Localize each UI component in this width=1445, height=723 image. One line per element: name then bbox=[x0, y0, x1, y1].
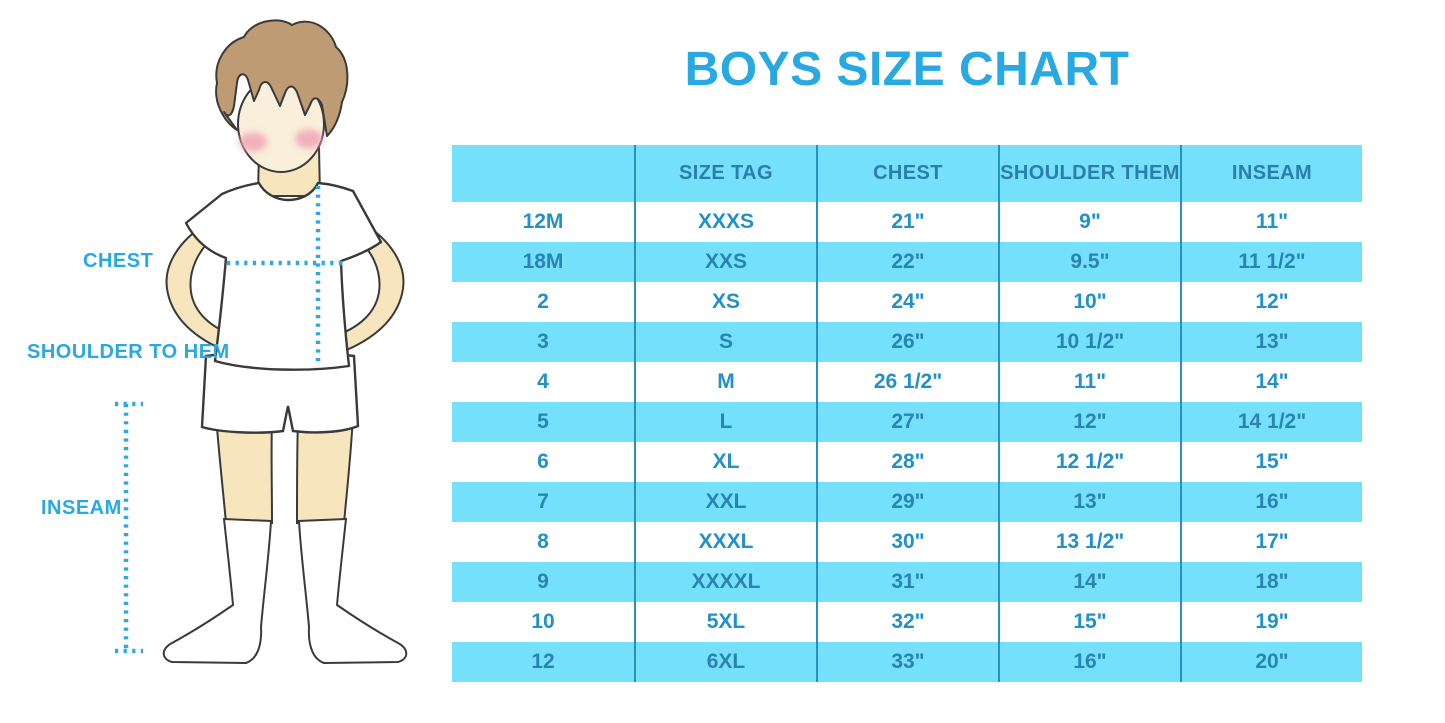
table-cell: 13" bbox=[998, 482, 1180, 522]
table-cell: 10" bbox=[998, 282, 1180, 322]
table-cell: 32" bbox=[816, 602, 998, 642]
table-cell: 12M bbox=[522, 210, 564, 233]
table-row: 3 S 26" 10 1/2" 13" bbox=[452, 322, 1362, 362]
table-cell: XXL bbox=[634, 482, 816, 522]
table-row: 7 XXL 29" 13" 16" bbox=[452, 482, 1362, 522]
boy-figure-svg bbox=[115, 19, 408, 665]
table-cell: XXS bbox=[634, 242, 816, 282]
table-cell: 30" bbox=[816, 522, 998, 562]
table-cell: 12 1/2" bbox=[998, 442, 1180, 482]
table-cell: 14" bbox=[998, 562, 1180, 602]
table-cell: 11" bbox=[1180, 202, 1362, 242]
table-cell: 19" bbox=[1180, 602, 1362, 642]
table-cell: 17" bbox=[1180, 522, 1362, 562]
table-header-row: SIZE TAG CHEST SHOULDER THEM INSEAM bbox=[452, 145, 1362, 202]
table-cell: 7 bbox=[452, 482, 634, 522]
table-cell: 13" bbox=[1180, 322, 1362, 362]
table-cell: 22" bbox=[816, 242, 998, 282]
table-cell: 9.5" bbox=[998, 242, 1180, 282]
chest-label: CHEST bbox=[83, 250, 154, 272]
table-cell: 18" bbox=[1180, 562, 1362, 602]
left-leg bbox=[214, 413, 274, 524]
table-cell: 28" bbox=[816, 442, 998, 482]
t-shirt bbox=[184, 181, 383, 371]
table-cell: 3 bbox=[452, 322, 634, 362]
table-cell: 15" bbox=[998, 602, 1180, 642]
table-cell: 20" bbox=[1180, 642, 1362, 682]
size-table: SIZE TAG CHEST SHOULDER THEM INSEAM 12M XXXS… bbox=[452, 145, 1362, 682]
left-sock bbox=[162, 517, 273, 665]
table-cell: 21" bbox=[816, 202, 998, 242]
table-cell: 10 bbox=[531, 610, 555, 633]
table-cell: 14 1/2" bbox=[1180, 402, 1362, 442]
hair bbox=[215, 19, 349, 137]
table-cell: 12 bbox=[452, 642, 634, 682]
table-cell: 16" bbox=[1180, 482, 1362, 522]
table-row: 8 XXXL 30" 13 1/2" 17" bbox=[452, 522, 1362, 562]
table-cell: XXXL bbox=[634, 522, 816, 562]
left-blush bbox=[239, 132, 267, 152]
table-cell: 5 bbox=[452, 402, 634, 442]
column-header: CHEST bbox=[816, 145, 998, 202]
table-row: 12 6XL 33" 16" 20" bbox=[452, 642, 1362, 682]
inseam-label: INSEAM bbox=[41, 497, 122, 519]
table-row: 10 5XL 32" 15" 19" bbox=[452, 602, 1362, 642]
table-row: 9 XXXXL 31" 14" 18" bbox=[452, 562, 1362, 602]
table-cell: 24" bbox=[816, 282, 998, 322]
right-blush bbox=[295, 129, 323, 149]
table-cell: 18M bbox=[452, 242, 634, 282]
table-cell: 6XL bbox=[634, 642, 816, 682]
table-cell: 5XL bbox=[634, 602, 816, 642]
column-header: INSEAM bbox=[1180, 145, 1362, 202]
table-row: 4 M 26 1/2" 11" 14" bbox=[452, 362, 1362, 402]
table-cell: L bbox=[634, 402, 816, 442]
table-cell: 26" bbox=[816, 322, 998, 362]
table-cell: 26 1/2" bbox=[816, 362, 998, 402]
table-body: 12M XXXS 21" 9" 11" 18M XXS 22" 9.5" 11 1/2" 2 XS 24… bbox=[452, 202, 1362, 682]
table-cell: S bbox=[634, 322, 816, 362]
boy-illustration: CHEST SHOULDER TO HEM INSEAM bbox=[0, 0, 452, 723]
table-row: 5 L 27" 12" 14 1/2" bbox=[452, 402, 1362, 442]
table-cell: 13 1/2" bbox=[998, 522, 1180, 562]
table-cell: 14" bbox=[1180, 362, 1362, 402]
table-row: 2 XS 24" 10" 12" bbox=[452, 282, 1362, 322]
table-cell: M bbox=[634, 362, 816, 402]
table-cell: 33" bbox=[816, 642, 998, 682]
table-cell: 8 bbox=[537, 530, 549, 553]
table-cell: 11 1/2" bbox=[1180, 242, 1362, 282]
right-sock bbox=[297, 517, 408, 665]
table-cell: 6 bbox=[537, 450, 549, 473]
table-row: 18M XXS 22" 9.5" 11 1/2" bbox=[452, 242, 1362, 282]
table-cell: 29" bbox=[816, 482, 998, 522]
table-row: 12M XXXS 21" 9" 11" bbox=[452, 202, 1362, 242]
table-cell: 27" bbox=[816, 402, 998, 442]
table-cell: XL bbox=[634, 442, 816, 482]
table-cell: 10 1/2" bbox=[998, 322, 1180, 362]
column-header: SIZE TAG bbox=[634, 145, 816, 202]
column-header: SHOULDER THEM bbox=[998, 145, 1180, 202]
table-row: 6 XL 28" 12 1/2" 15" bbox=[452, 442, 1362, 482]
table-cell: 11" bbox=[998, 362, 1180, 402]
table-cell: XXXS bbox=[634, 202, 816, 242]
table-cell: 15" bbox=[1180, 442, 1362, 482]
table-cell: 9" bbox=[998, 202, 1180, 242]
table-cell: 4 bbox=[537, 370, 549, 393]
shoulder-to-hem-label: SHOULDER TO HEM bbox=[27, 341, 230, 363]
table-cell: 9 bbox=[452, 562, 634, 602]
table-cell: XXXXL bbox=[634, 562, 816, 602]
table-cell: 2 bbox=[537, 290, 549, 313]
table-cell: 16" bbox=[998, 642, 1180, 682]
column-header bbox=[452, 145, 634, 202]
table-cell: XS bbox=[634, 282, 816, 322]
table-cell: 31" bbox=[816, 562, 998, 602]
table-cell: 12" bbox=[998, 402, 1180, 442]
table-cell: 12" bbox=[1180, 282, 1362, 322]
page-title: BOYS SIZE CHART bbox=[684, 43, 1130, 96]
